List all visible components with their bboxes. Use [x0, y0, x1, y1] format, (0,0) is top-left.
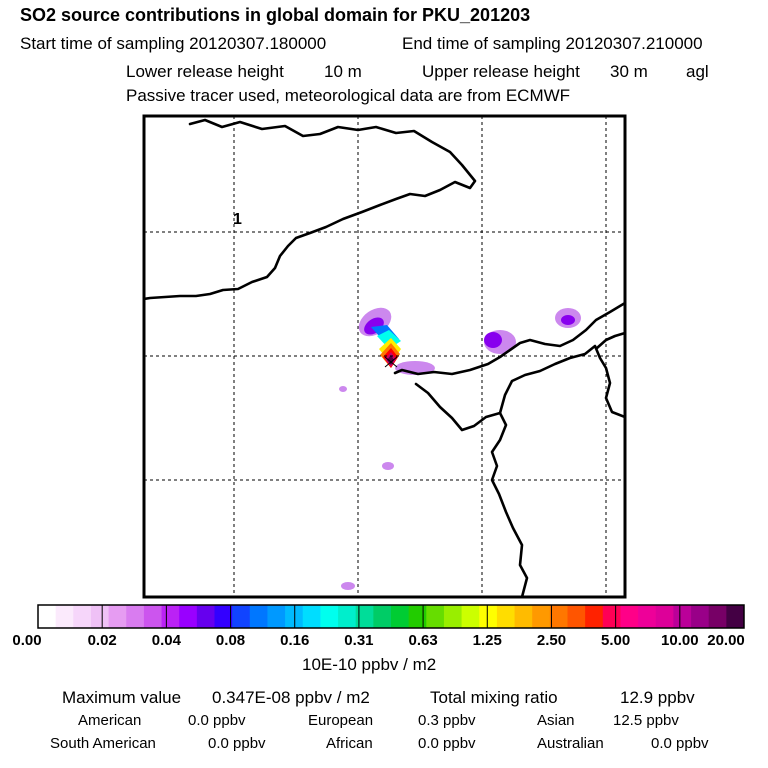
- chart-title: SO2 source contributions in global domai…: [20, 5, 531, 25]
- colorbar-cell: [443, 605, 462, 628]
- region-value-south-american: 0.0 ppbv: [208, 735, 266, 752]
- colorbar-cell: [708, 605, 727, 628]
- colorbar-cell: [126, 605, 145, 628]
- colorbar-unit: 10E-10 ppbv / m2: [302, 655, 437, 674]
- source-marker: [384, 356, 398, 368]
- colorbar-cell: [161, 605, 180, 628]
- coastline-island: [595, 331, 625, 350]
- region-name-european: European: [308, 712, 374, 729]
- region-value-asian: 12.5 ppbv: [613, 712, 679, 729]
- colorbar-tick-label: 10.00: [661, 632, 699, 649]
- colorbar-cell: [532, 605, 551, 628]
- agl-label: agl: [686, 62, 709, 81]
- colorbar-tick-label: 1.25: [472, 632, 502, 649]
- colorbar-tick-label: 0.31: [344, 632, 374, 649]
- region-value-european: 0.3 ppbv: [418, 712, 476, 729]
- colorbar-cell: [73, 605, 92, 628]
- colorbar-cell: [514, 605, 533, 628]
- colorbar-tick-label: 0.63: [408, 632, 438, 649]
- colorbar-cell: [267, 605, 286, 628]
- colorbar-cell: [461, 605, 480, 628]
- colorbar-cell: [391, 605, 410, 628]
- colorbar-cell: [320, 605, 339, 628]
- colorbar-cell: [496, 605, 515, 628]
- lower-height-value: 10 m: [324, 62, 362, 81]
- region-name-american: American: [78, 712, 142, 729]
- colorbar-cell: [355, 605, 374, 628]
- colorbar-cell: [196, 605, 215, 628]
- colorbar-cell: [620, 605, 639, 628]
- grid-label: 1: [233, 211, 242, 228]
- colorbar-tick-label: 0.04: [151, 632, 181, 649]
- colorbar-cell: [585, 605, 604, 628]
- colorbar-cell: [285, 605, 304, 628]
- colorbar-tick-label: 0.16: [280, 632, 310, 649]
- region-name-south-american: South American: [50, 735, 156, 752]
- colorbar-cell: [373, 605, 392, 628]
- map-frame: [142, 114, 627, 599]
- colorbar-tick-label: 20.00: [707, 632, 745, 649]
- colorbar-tick-label: 0.00: [12, 632, 42, 649]
- colorbar-cell: [179, 605, 198, 628]
- coastline-north: [144, 118, 477, 301]
- coastline-peninsula: [414, 382, 529, 597]
- colorbar-cell: [638, 605, 657, 628]
- coastline-east: [498, 344, 625, 419]
- coastline-bay: [393, 301, 625, 376]
- colorbar-tick-label: 0.08: [215, 632, 246, 649]
- coastlines: [144, 118, 625, 597]
- end-time-label: End time of sampling 20120307.210000: [402, 34, 703, 53]
- colorbar-cell: [673, 605, 692, 628]
- region-value-american: 0.0 ppbv: [188, 712, 246, 729]
- colorbar-tick-label: 0.02: [87, 632, 117, 649]
- colorbar-frame: [37, 604, 745, 629]
- region-name-african: African: [326, 735, 373, 752]
- plume-cell: [484, 332, 502, 348]
- colorbar-cell: [602, 605, 621, 628]
- max-value: 0.347E-08 ppbv / m2: [212, 688, 370, 707]
- tracer-info: Passive tracer used, meteorological data…: [126, 86, 571, 105]
- plume-cell: [382, 462, 394, 470]
- colorbar-cell: [691, 605, 710, 628]
- colorbar-cell: [143, 605, 162, 628]
- colorbar-cell: [655, 605, 674, 628]
- colorbar-cell: [549, 605, 568, 628]
- colorbar-cell: [90, 605, 109, 628]
- lower-height-label: Lower release height: [126, 62, 284, 81]
- colorbar-cell: [426, 605, 445, 628]
- upper-height-label: Upper release height: [422, 62, 580, 81]
- colorbar-cell: [232, 605, 251, 628]
- colorbar-tick-label: 2.50: [536, 632, 567, 649]
- region-name-asian: Asian: [537, 712, 575, 729]
- concentration-plume: [339, 307, 581, 590]
- total-mixing-value: 12.9 ppbv: [620, 688, 695, 707]
- colorbar-cell: [726, 605, 745, 628]
- plume-cell: [341, 582, 355, 590]
- region-name-australian: Australian: [537, 735, 604, 752]
- max-value-label: Maximum value: [62, 688, 182, 707]
- start-time-label: Start time of sampling 20120307.180000: [20, 34, 327, 53]
- region-value-african: 0.0 ppbv: [418, 735, 476, 752]
- colorbar-cell: [55, 605, 74, 628]
- colorbar-cell: [479, 605, 498, 628]
- colorbar-cell: [214, 605, 233, 628]
- grid-lines: [144, 116, 625, 597]
- colorbar-cell: [338, 605, 357, 628]
- colorbar-cell: [567, 605, 586, 628]
- region-value-australian: 0.0 ppbv: [651, 735, 709, 752]
- colorbar-tick-label: 5.00: [601, 632, 631, 649]
- colorbar-cell: [38, 605, 57, 628]
- plume-cell: [339, 386, 347, 392]
- colorbar-cell: [249, 605, 268, 628]
- upper-height-value: 30 m: [610, 62, 648, 81]
- total-mixing-label: Total mixing ratio: [430, 688, 558, 707]
- colorbar-cell: [108, 605, 127, 628]
- plume-cell: [561, 315, 575, 325]
- colorbar-cell: [408, 605, 427, 628]
- colorbar-cell: [302, 605, 321, 628]
